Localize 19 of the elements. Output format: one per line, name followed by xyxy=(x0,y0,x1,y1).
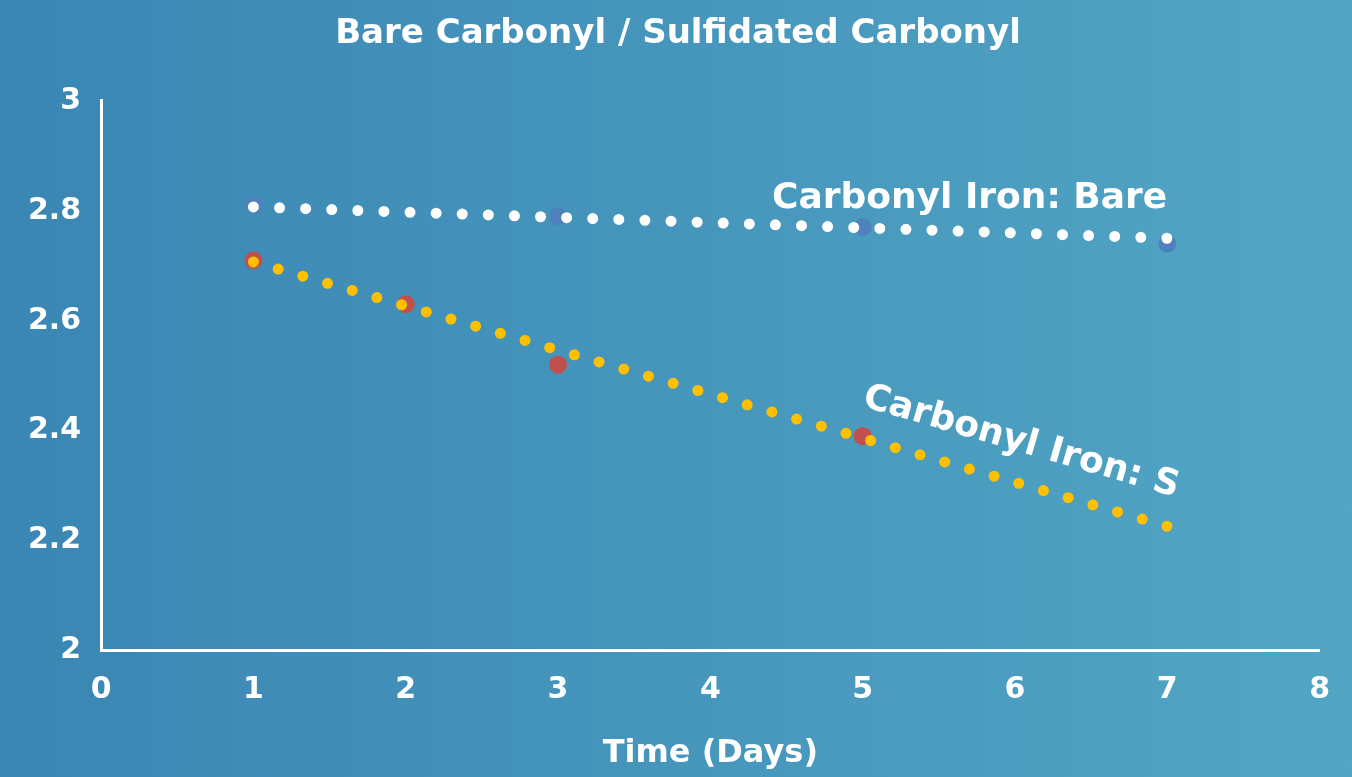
y-tick-label: 2 xyxy=(60,630,82,666)
x-tick-label: 8 xyxy=(1309,670,1330,706)
x-tick-label: 5 xyxy=(852,670,874,706)
y-tick-label: 2.4 xyxy=(27,410,82,446)
x-tick-label: 3 xyxy=(547,670,569,706)
x-tick-label: 1 xyxy=(243,670,264,706)
x-axis-title: Time (Days) xyxy=(602,732,819,771)
y-tick-label: 2.6 xyxy=(27,300,82,336)
series-label: Carbonyl Iron: Bare xyxy=(771,174,1168,216)
x-tick-label: 6 xyxy=(1004,670,1026,706)
x-tick-label: 4 xyxy=(699,670,721,706)
y-tick-label: 2.2 xyxy=(27,520,82,556)
y-tick-label: 3 xyxy=(60,80,82,116)
x-tick-label: 0 xyxy=(90,670,112,706)
point xyxy=(549,355,568,374)
y-tick-label: 2.8 xyxy=(27,190,82,226)
x-tick-label: 2 xyxy=(395,670,417,706)
chart-title: Bare Carbonyl / Sulfidated Carbonyl xyxy=(335,11,1021,52)
x-tick-label: 7 xyxy=(1156,670,1178,706)
